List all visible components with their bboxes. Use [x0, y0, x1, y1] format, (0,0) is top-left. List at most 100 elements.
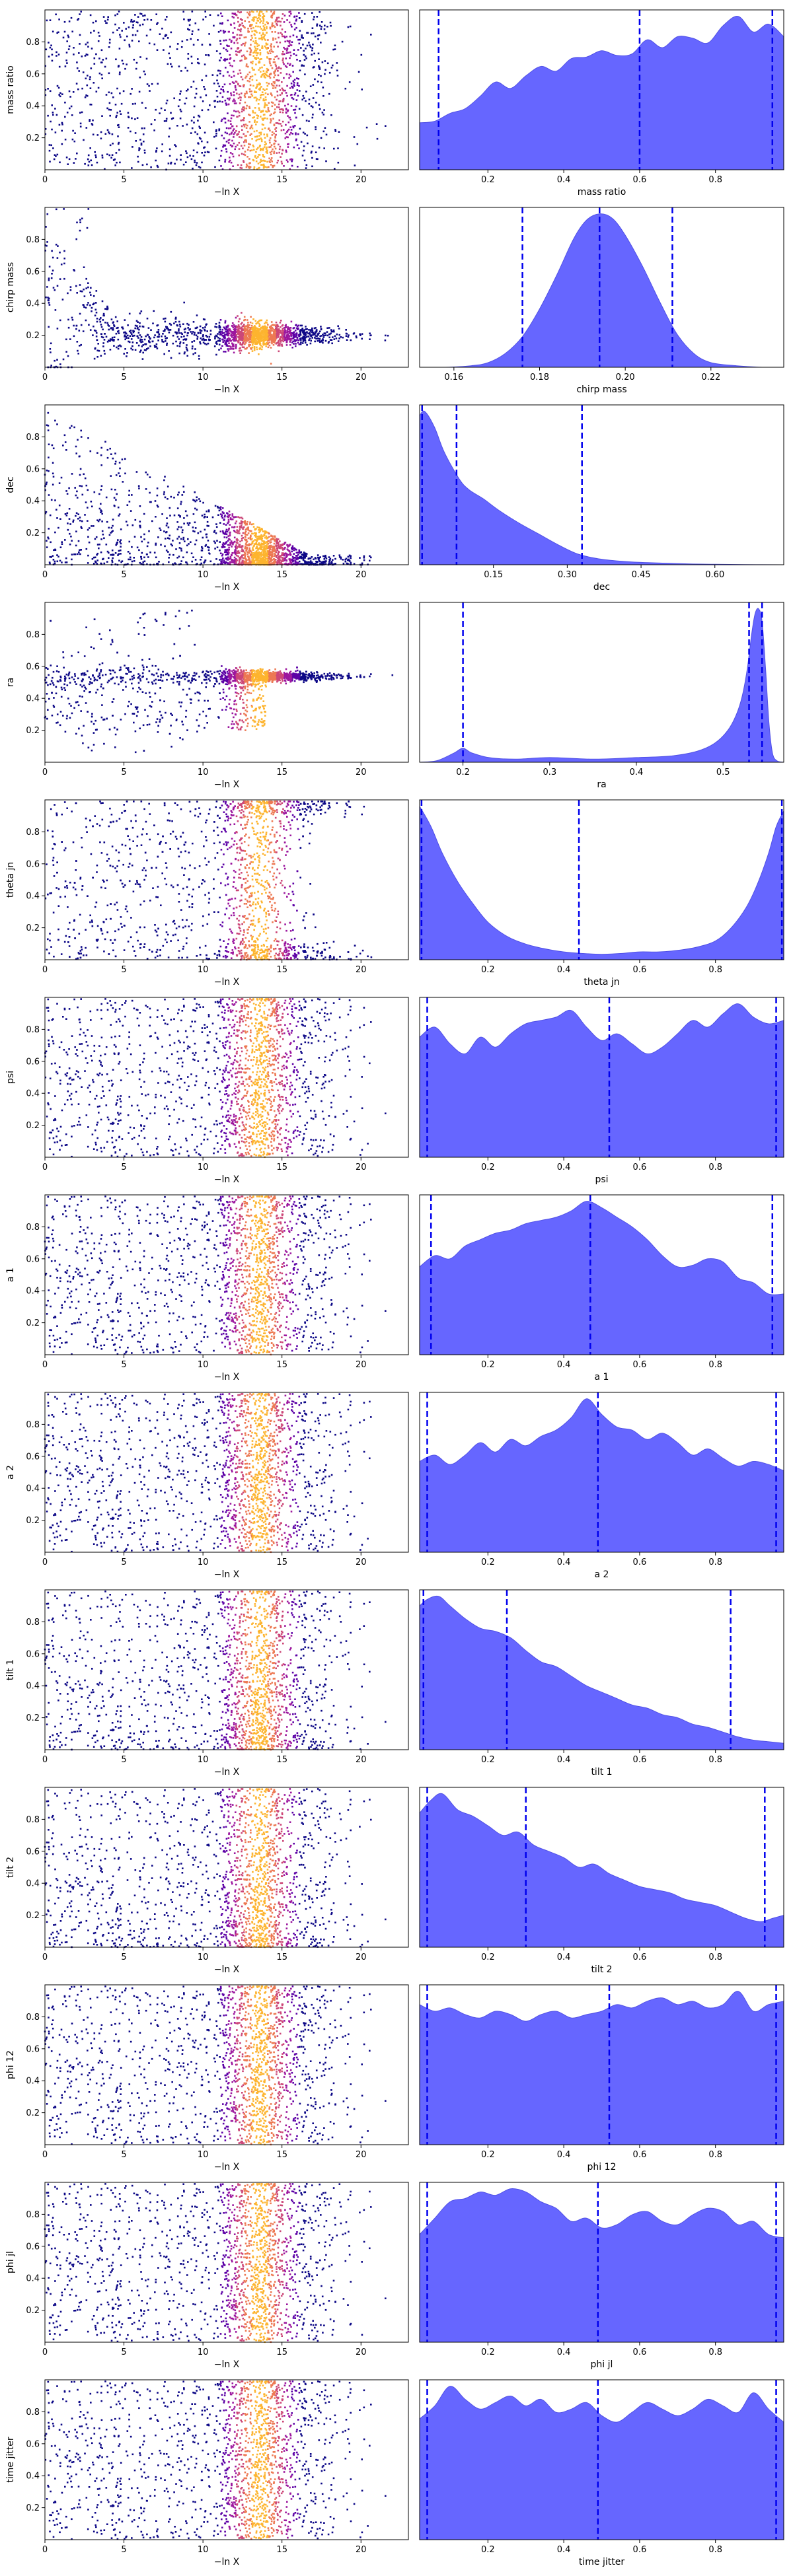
- scatter-point: [169, 127, 171, 129]
- scatter-point: [215, 353, 217, 356]
- scatter-point: [297, 334, 300, 336]
- scatter-point: [69, 427, 71, 429]
- scatter-point: [197, 61, 199, 64]
- scatter-point: [69, 532, 71, 535]
- scatter-point: [231, 325, 233, 327]
- scatter-point: [270, 58, 272, 60]
- scatter-point: [234, 328, 236, 330]
- scatter-point: [184, 331, 186, 334]
- scatter-point: [237, 17, 239, 19]
- scatter-point: [244, 43, 246, 45]
- scatter-point: [270, 120, 272, 122]
- scatter-point: [229, 144, 232, 146]
- scatter-point: [227, 90, 229, 93]
- scatter-point: [214, 338, 216, 340]
- scatter-point: [92, 303, 94, 306]
- scatter-point: [245, 139, 247, 141]
- scatter-point: [112, 554, 114, 556]
- scatter-point: [63, 20, 66, 23]
- scatter-point: [305, 332, 307, 334]
- scatter-point: [338, 554, 341, 556]
- scatter-point: [272, 24, 275, 27]
- scatter-point: [89, 76, 91, 78]
- scatter-point: [225, 342, 227, 344]
- scatter-point: [268, 61, 271, 63]
- scatter-point: [283, 543, 285, 545]
- x-tick-label: 15: [276, 175, 287, 185]
- scatter-point: [278, 151, 280, 154]
- scatter-point: [297, 552, 299, 554]
- scatter-point: [275, 133, 277, 136]
- scatter-point: [204, 545, 207, 547]
- scatter-point: [98, 349, 100, 352]
- scatter-point: [291, 550, 293, 553]
- scatter-point: [81, 290, 83, 293]
- scatter-point: [65, 561, 68, 563]
- scatter-point: [187, 89, 189, 90]
- scatter-point: [285, 335, 288, 337]
- scatter-point: [183, 335, 185, 338]
- scatter-point: [269, 77, 272, 79]
- scatter-point: [263, 331, 265, 333]
- scatter-point: [186, 156, 189, 159]
- scatter-point: [118, 550, 120, 552]
- scatter-point: [310, 105, 313, 107]
- scatter-point: [233, 340, 235, 342]
- scatter-point: [289, 341, 291, 343]
- scatter-point: [59, 278, 61, 280]
- scatter-point: [293, 343, 295, 345]
- scatter-point: [289, 159, 291, 161]
- scatter-point: [276, 329, 278, 332]
- scatter-point: [241, 153, 243, 155]
- scatter-point: [168, 557, 170, 559]
- scatter-point: [80, 526, 83, 528]
- scatter-point: [155, 542, 157, 545]
- scatter-point: [47, 297, 49, 299]
- scatter-point: [105, 544, 108, 546]
- scatter-point: [96, 318, 98, 320]
- scatter-point: [236, 34, 239, 36]
- scatter-point: [63, 258, 65, 260]
- scatter-point: [192, 167, 194, 170]
- scatter-point: [83, 288, 85, 291]
- scatter-point: [276, 41, 278, 44]
- scatter-point: [263, 76, 266, 78]
- scatter-point: [289, 51, 291, 54]
- scatter-point: [241, 517, 244, 520]
- scatter-point: [123, 22, 125, 24]
- scatter-point: [222, 89, 224, 91]
- scatter-point: [269, 26, 272, 28]
- scatter-point: [264, 146, 266, 148]
- scatter-point: [211, 74, 214, 76]
- scatter-point: [235, 544, 237, 546]
- scatter-point: [192, 155, 194, 157]
- scatter-point: [263, 35, 265, 38]
- scatter-point: [245, 124, 247, 125]
- scatter-point: [241, 330, 243, 332]
- scatter-point: [110, 532, 112, 534]
- scatter-point: [241, 550, 243, 552]
- scatter-point: [230, 161, 233, 164]
- scatter-point: [265, 345, 267, 347]
- scatter-point: [235, 89, 237, 91]
- scatter-point: [261, 91, 264, 93]
- scatter-point: [137, 21, 139, 24]
- scatter-point: [239, 136, 241, 138]
- scatter-point: [293, 547, 295, 550]
- scatter-point: [272, 118, 274, 120]
- scatter-point: [189, 328, 191, 330]
- scatter-point: [235, 334, 237, 336]
- scatter-point: [311, 561, 313, 563]
- scatter-point: [163, 530, 165, 532]
- scatter-point: [116, 13, 119, 15]
- density-xlabel: mass ratio: [578, 187, 626, 197]
- scatter-point: [80, 324, 83, 326]
- scatter-point: [241, 326, 243, 329]
- scatter-point: [156, 23, 158, 25]
- scatter-point: [307, 557, 310, 560]
- scatter-point: [108, 557, 110, 559]
- scatter-point: [266, 326, 268, 328]
- scatter-point: [119, 34, 121, 36]
- scatter-point: [316, 24, 318, 27]
- scatter-point: [221, 560, 223, 563]
